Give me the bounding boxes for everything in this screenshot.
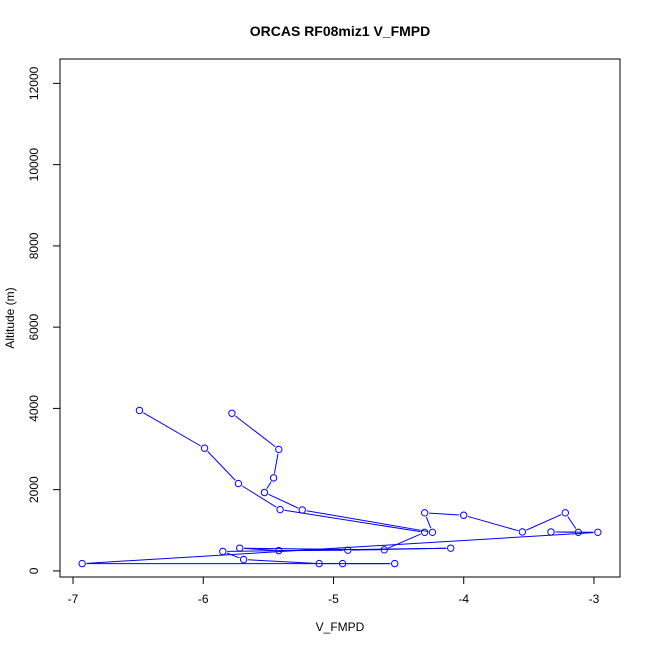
- x-tick-label: -5: [328, 592, 339, 606]
- y-tick-label: 8000: [27, 232, 41, 259]
- y-axis: 0 2000 4000 6000 8000 10000 12000: [27, 66, 60, 574]
- data-point: [344, 546, 352, 554]
- data-point: [298, 506, 306, 514]
- series-line-segment: [247, 559, 315, 564]
- data-point: [594, 528, 602, 537]
- series-line-segment: [429, 512, 460, 516]
- data-point: [236, 544, 244, 552]
- series-line-segment: [425, 516, 432, 529]
- series-line-segment: [268, 493, 299, 509]
- data-point: [428, 528, 437, 537]
- data-point: [518, 528, 527, 536]
- series-line-segment: [235, 415, 276, 448]
- x-tick-label: -7: [68, 592, 79, 606]
- series-line-segment: [142, 412, 202, 447]
- x-axis: -7 -6 -5 -4 -3: [68, 576, 600, 606]
- x-tick-label: -4: [458, 592, 469, 606]
- data-point: [315, 559, 323, 568]
- data-point: [239, 555, 248, 564]
- series-line-segment: [467, 515, 519, 532]
- data-point: [380, 546, 388, 554]
- data-point: [420, 509, 429, 517]
- x-tick-label: -3: [589, 592, 600, 606]
- y-axis-label: Altitude (m): [3, 287, 17, 348]
- data-point: [269, 474, 278, 482]
- series-line-segment: [284, 509, 421, 533]
- series-line-segment: [244, 547, 380, 551]
- data-point: [547, 528, 555, 536]
- y-tick-label: 0: [27, 567, 41, 574]
- series-line-segment: [526, 514, 562, 531]
- y-tick-label: 12000: [27, 66, 41, 100]
- series-line-segment: [241, 485, 277, 508]
- series-line-segment: [86, 532, 594, 564]
- data-point: [276, 505, 284, 514]
- data-point: [460, 511, 468, 519]
- data-point: [78, 559, 86, 568]
- data-point: [200, 444, 209, 452]
- y-tick-label: 6000: [27, 313, 41, 340]
- x-axis-label: V_FMPD: [316, 620, 365, 634]
- data-point: [228, 409, 236, 417]
- data-point: [234, 479, 243, 488]
- series-line-segment: [567, 516, 577, 529]
- x-tick-label: -6: [198, 592, 209, 606]
- data-point: [561, 509, 570, 517]
- data-point: [275, 445, 283, 454]
- series-line-segment: [226, 552, 240, 559]
- series-layer: [78, 406, 602, 568]
- data-point: [219, 547, 227, 556]
- data-point: [390, 559, 399, 568]
- series-line-segment: [306, 510, 429, 533]
- series-line-segment: [266, 481, 272, 490]
- data-point: [260, 488, 269, 497]
- data-point: [574, 528, 583, 537]
- data-point: [275, 546, 283, 555]
- y-tick-label: 2000: [27, 476, 41, 503]
- data-point: [446, 544, 455, 552]
- series-line-segment: [207, 451, 236, 481]
- y-tick-label: 4000: [27, 395, 41, 422]
- series-line-segment: [388, 533, 421, 549]
- data-point: [420, 528, 429, 537]
- data-point: [135, 406, 144, 415]
- plot-frame: [59, 58, 621, 578]
- chart-title: ORCAS RF08miz1 V_FMPD: [250, 23, 430, 39]
- data-point: [338, 559, 347, 568]
- series-line-segment: [273, 453, 279, 474]
- y-tick-label: 10000: [27, 148, 41, 182]
